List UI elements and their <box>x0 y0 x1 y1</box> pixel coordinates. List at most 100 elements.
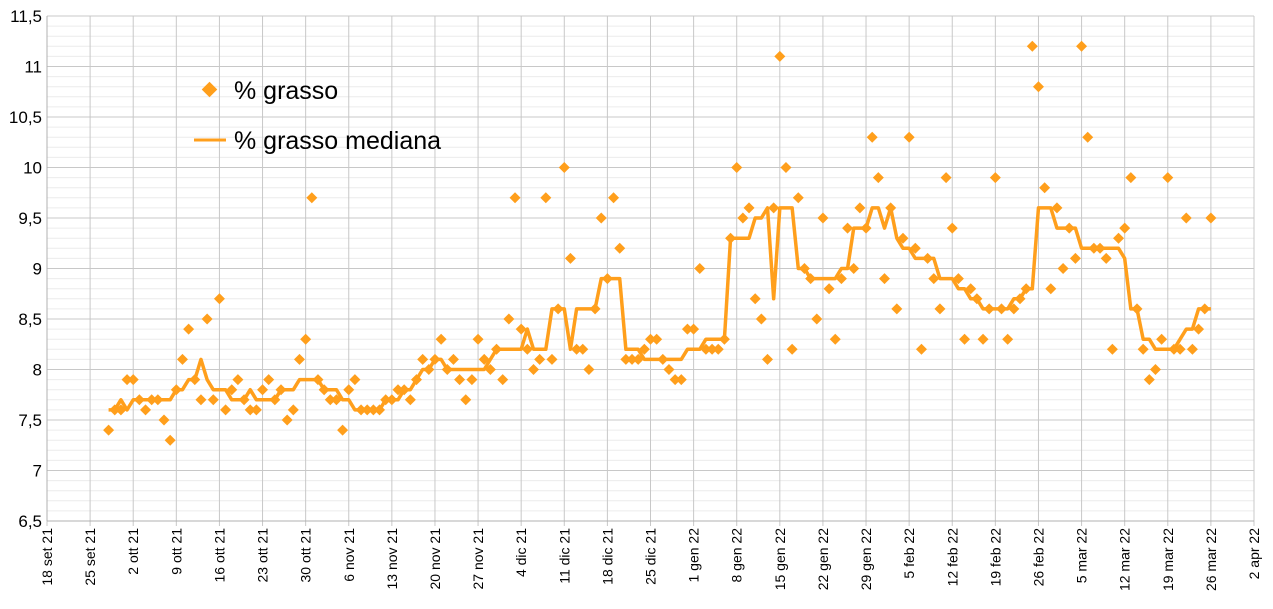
data-point <box>189 374 201 386</box>
data-point <box>577 343 589 355</box>
data-point <box>318 384 330 396</box>
data-point <box>946 222 958 234</box>
data-point <box>558 162 570 173</box>
data-point <box>651 333 663 345</box>
data-point <box>1088 242 1100 254</box>
y-tick-label: 8,5 <box>18 310 42 329</box>
data-point <box>663 364 675 375</box>
data-point <box>306 192 318 204</box>
data-point <box>983 303 995 315</box>
data-point <box>484 364 496 375</box>
data-point <box>996 303 1008 315</box>
data-point <box>922 252 934 264</box>
data-point <box>343 384 355 396</box>
data-point <box>854 202 866 214</box>
x-tick-label: 13 nov 21 <box>384 528 400 590</box>
data-point <box>860 222 872 234</box>
data-point <box>1026 40 1038 52</box>
y-axis: 6,5 7 7,5 8 8,5 9 9,5 10 10,5 11 11,5 <box>9 7 42 531</box>
data-point <box>595 212 607 224</box>
data-point <box>552 303 564 315</box>
data-point <box>934 303 946 315</box>
data-point <box>183 323 195 335</box>
data-point <box>392 384 404 396</box>
data-point <box>632 353 644 365</box>
data-point <box>312 374 324 386</box>
data-point <box>731 162 743 173</box>
legend-diamond-icon <box>201 81 218 98</box>
data-point <box>694 263 706 274</box>
x-tick-label: 8 gen 22 <box>729 528 745 583</box>
data-point <box>1039 182 1051 194</box>
data-point <box>115 404 127 416</box>
data-point <box>915 343 927 355</box>
data-point <box>786 343 798 355</box>
data-point <box>725 232 737 244</box>
x-tick-label: 6 nov 21 <box>341 528 357 582</box>
data-point <box>583 364 595 375</box>
x-tick-label: 5 mar 22 <box>1074 528 1090 583</box>
data-point <box>755 313 767 325</box>
data-point <box>1069 252 1081 264</box>
data-point <box>645 333 656 345</box>
data-point <box>1156 333 1168 345</box>
grid <box>46 15 1255 526</box>
data-point <box>152 394 164 406</box>
data-point <box>349 374 361 386</box>
x-tick-label: 19 feb 22 <box>987 528 1003 587</box>
data-point <box>1205 212 1217 224</box>
data-point <box>527 364 539 375</box>
data-point <box>903 131 915 143</box>
data-point <box>478 353 490 365</box>
data-point <box>601 273 613 285</box>
data-point <box>497 374 509 386</box>
y-tick-label: 10,5 <box>9 108 42 127</box>
data-point <box>675 374 687 386</box>
data-point <box>447 353 459 365</box>
data-point <box>1051 202 1063 214</box>
data-point <box>737 212 749 224</box>
data-point <box>977 333 989 345</box>
data-point <box>404 394 416 406</box>
y-tick-label: 11 <box>24 58 42 77</box>
data-point <box>515 323 527 335</box>
data-point <box>423 364 435 375</box>
data-point <box>540 192 552 204</box>
x-tick-label: 15 gen 22 <box>772 528 788 590</box>
x-tick-label: 19 mar 22 <box>1160 528 1176 591</box>
data-point <box>805 273 817 285</box>
x-tick-label: 22 gen 22 <box>815 528 831 590</box>
x-tick-label: 11 dic 21 <box>556 528 572 584</box>
data-point <box>768 202 780 214</box>
data-point <box>170 384 182 396</box>
x-tick-label: 9 ott 21 <box>168 528 184 575</box>
data-point <box>940 172 952 184</box>
data-point <box>146 394 158 406</box>
data-point <box>244 404 256 416</box>
data-point <box>718 333 730 345</box>
x-tick-label: 2 apr 22 <box>1246 528 1262 580</box>
data-point <box>109 404 121 416</box>
data-point <box>835 273 847 285</box>
y-tick-label: 6,5 <box>18 512 42 531</box>
data-point <box>1020 283 1032 295</box>
data-point <box>1032 81 1044 93</box>
data-point <box>1137 343 1149 355</box>
data-point <box>281 414 293 426</box>
y-tick-label: 7,5 <box>18 411 42 430</box>
data-point <box>589 303 601 315</box>
x-tick-label: 12 feb 22 <box>944 528 960 587</box>
x-tick-label: 2 ott 21 <box>125 528 141 575</box>
data-point <box>989 172 1001 184</box>
data-points <box>103 40 1217 446</box>
data-point <box>897 232 909 244</box>
data-point <box>374 404 386 416</box>
data-point <box>546 353 558 365</box>
data-point <box>669 374 681 386</box>
data-point <box>207 394 219 406</box>
data-point <box>879 273 891 285</box>
data-point <box>195 394 207 406</box>
data-point <box>287 404 299 416</box>
legend-label-mediana: % grasso mediana <box>234 127 441 155</box>
data-point <box>534 353 546 365</box>
